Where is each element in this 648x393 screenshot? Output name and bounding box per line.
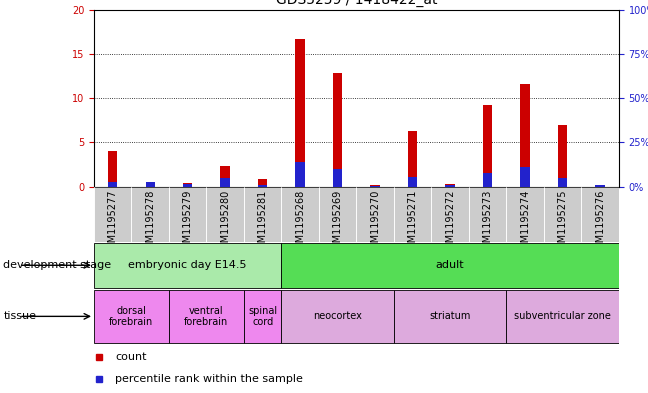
Bar xyxy=(520,84,530,187)
Bar xyxy=(169,290,244,343)
Bar xyxy=(506,187,544,242)
Bar xyxy=(295,162,305,187)
Bar xyxy=(596,185,605,187)
Text: GSM1195272: GSM1195272 xyxy=(445,189,455,255)
Bar xyxy=(169,187,207,242)
Bar xyxy=(371,185,380,187)
Bar xyxy=(544,187,581,242)
Bar xyxy=(483,173,492,187)
Text: GSM1195281: GSM1195281 xyxy=(258,189,268,255)
Bar xyxy=(394,187,432,242)
Bar xyxy=(445,184,455,187)
Bar xyxy=(220,178,230,187)
Text: GSM1195279: GSM1195279 xyxy=(183,189,192,255)
Bar xyxy=(558,178,567,187)
Bar xyxy=(295,39,305,187)
Bar xyxy=(558,125,567,187)
Bar xyxy=(581,187,619,242)
Text: GSM1195271: GSM1195271 xyxy=(408,189,418,255)
Text: GSM1195273: GSM1195273 xyxy=(483,189,492,255)
Bar xyxy=(258,179,268,187)
Bar xyxy=(220,166,230,187)
Text: GSM1195269: GSM1195269 xyxy=(332,189,343,255)
Text: GSM1195275: GSM1195275 xyxy=(557,189,568,255)
Bar xyxy=(408,131,417,187)
Text: spinal
cord: spinal cord xyxy=(248,306,277,327)
Text: ventral
forebrain: ventral forebrain xyxy=(184,306,229,327)
Bar xyxy=(132,187,169,242)
Bar xyxy=(356,187,394,242)
Bar xyxy=(94,187,132,242)
Bar xyxy=(258,185,268,187)
Bar xyxy=(333,169,342,187)
Text: count: count xyxy=(115,351,146,362)
Bar xyxy=(244,187,281,242)
Bar xyxy=(281,290,394,343)
Text: GSM1195278: GSM1195278 xyxy=(145,189,156,255)
Bar xyxy=(183,184,192,187)
Text: development stage: development stage xyxy=(3,260,111,270)
Bar xyxy=(244,290,281,343)
Bar xyxy=(146,182,155,187)
Bar xyxy=(146,183,155,187)
Text: tissue: tissue xyxy=(3,311,36,321)
Bar xyxy=(94,242,281,288)
Bar xyxy=(319,187,356,242)
Text: GSM1195274: GSM1195274 xyxy=(520,189,530,255)
Text: embryonic day E14.5: embryonic day E14.5 xyxy=(128,260,247,270)
Text: dorsal
forebrain: dorsal forebrain xyxy=(110,306,154,327)
Bar xyxy=(371,186,380,187)
Text: GSM1195270: GSM1195270 xyxy=(370,189,380,255)
Bar xyxy=(108,151,117,187)
Bar xyxy=(596,185,605,187)
Bar xyxy=(94,290,169,343)
Text: GSM1195280: GSM1195280 xyxy=(220,189,230,255)
Bar xyxy=(408,177,417,187)
Text: adult: adult xyxy=(436,260,465,270)
Bar xyxy=(432,187,469,242)
Bar xyxy=(394,290,506,343)
Text: subventricular zone: subventricular zone xyxy=(514,311,611,321)
Bar xyxy=(108,182,117,187)
Text: GSM1195276: GSM1195276 xyxy=(595,189,605,255)
Text: striatum: striatum xyxy=(430,311,471,321)
Bar xyxy=(469,187,506,242)
Bar xyxy=(207,187,244,242)
Text: neocortex: neocortex xyxy=(313,311,362,321)
Text: GSM1195277: GSM1195277 xyxy=(108,189,118,255)
Bar xyxy=(520,167,530,187)
Text: percentile rank within the sample: percentile rank within the sample xyxy=(115,374,303,384)
Bar xyxy=(483,105,492,187)
Title: GDS5259 / 1418422_at: GDS5259 / 1418422_at xyxy=(275,0,437,7)
Bar xyxy=(445,185,455,187)
Bar xyxy=(281,187,319,242)
Bar xyxy=(281,242,619,288)
Bar xyxy=(333,73,342,187)
Text: GSM1195268: GSM1195268 xyxy=(295,189,305,255)
Bar xyxy=(183,183,192,187)
Bar xyxy=(506,290,619,343)
